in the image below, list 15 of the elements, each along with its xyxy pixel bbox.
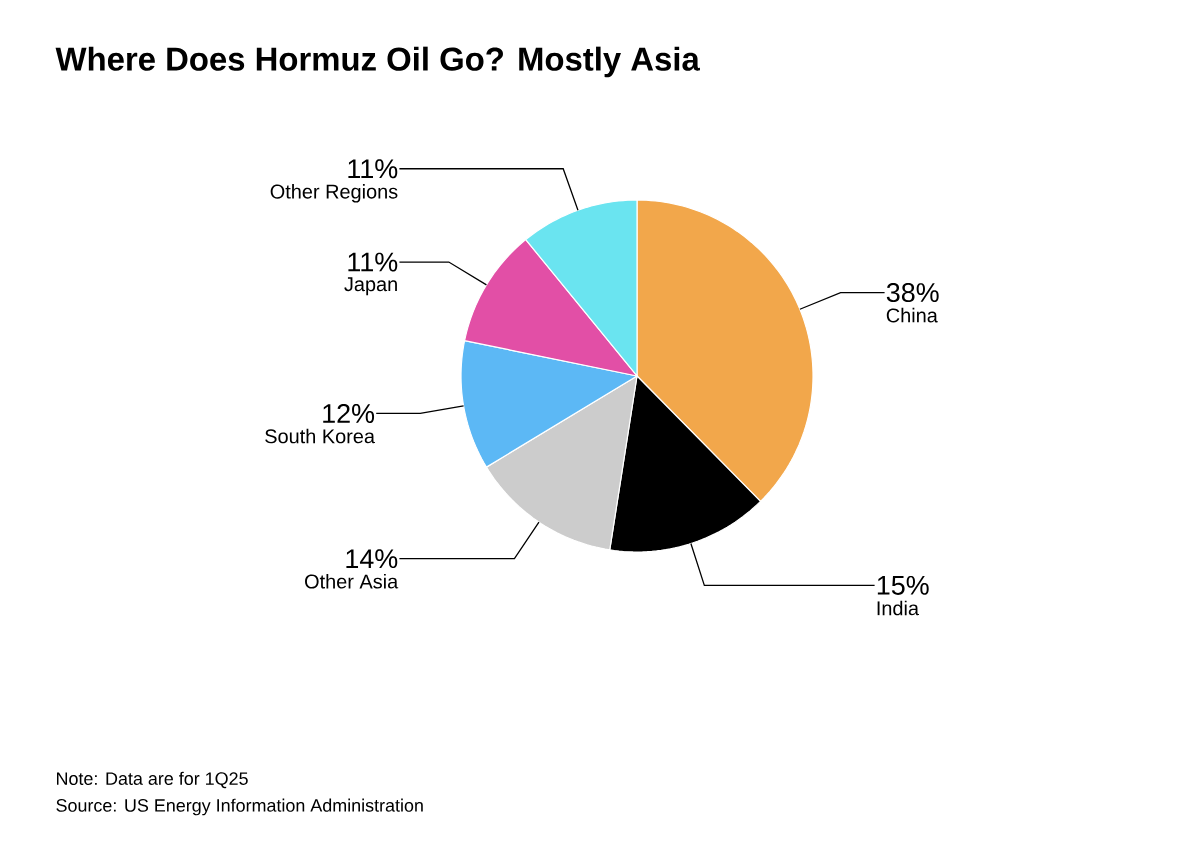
data-label: 11% (348, 159, 398, 179)
chart-title: Where Does Hormuz Oil Go? Mostly Asia (55, 46, 700, 78)
data-label: 12% (323, 403, 375, 423)
slice-label: China (886, 307, 938, 323)
slice-label: Other Asia (305, 573, 399, 589)
slice-label: Japan (344, 277, 397, 296)
slice-label: South Korea (265, 428, 375, 444)
slice-label: India (877, 600, 919, 616)
data-label: 14% (346, 549, 398, 569)
data-label: 11% (348, 252, 398, 272)
text: Note: Data are for 1Q25 (57, 771, 248, 789)
slice-label: Other Regions (270, 184, 398, 203)
source-note: Source: US Energy Information Administration (56, 798, 423, 816)
data-label: 38% (886, 283, 939, 303)
data-label: 15% (877, 575, 929, 595)
